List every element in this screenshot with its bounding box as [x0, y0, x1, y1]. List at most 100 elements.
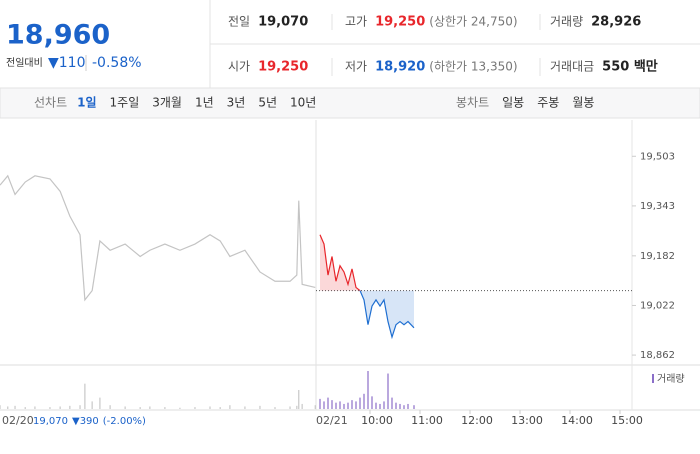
volume-bar	[14, 405, 16, 409]
range-tab[interactable]: 1일	[77, 96, 96, 110]
volume-bar	[383, 401, 385, 409]
stat-note: (상한가 24,750)	[429, 15, 517, 29]
x-tick-label: 15:00	[611, 414, 643, 427]
candle-tab[interactable]: 월봉	[572, 96, 594, 110]
volume-bar	[139, 407, 141, 409]
footer-change: ▼390	[72, 416, 99, 427]
volume-bar	[59, 406, 61, 409]
volume-bar	[109, 405, 111, 409]
volume-bar	[69, 405, 71, 409]
stat-label: 저가	[345, 60, 367, 74]
price-line-up	[319, 234, 361, 291]
volume-bar	[244, 406, 246, 409]
volume-bar	[0, 405, 1, 409]
stat-label: 전일	[228, 15, 250, 29]
stat-label: 거래량	[550, 15, 583, 29]
volume-bar	[274, 407, 276, 409]
volume-bar	[99, 397, 101, 409]
volume-bar	[79, 405, 81, 409]
volume-bar	[289, 406, 291, 409]
volume-bar	[335, 402, 337, 409]
volume-bar	[399, 403, 401, 409]
legend-swatch	[652, 374, 654, 383]
area-up	[320, 234, 360, 291]
x-tick-label: 10:00	[361, 414, 393, 427]
range-tab[interactable]: 10년	[290, 96, 316, 110]
y-tick-label: 19,503	[640, 151, 675, 162]
volume-bar	[371, 396, 373, 409]
volume-bar	[301, 403, 303, 409]
y-tick-label: 18,862	[640, 350, 675, 361]
volume-bar	[229, 405, 231, 409]
volume-bar	[24, 407, 26, 409]
stat-note: (하한가 13,350)	[429, 60, 517, 74]
candle-tab[interactable]: 주봉	[537, 96, 559, 110]
volume-bar	[413, 405, 415, 409]
stat-value: 28,926	[591, 15, 641, 30]
volume-bar	[407, 403, 409, 409]
stat-value: 19,070	[258, 15, 308, 30]
volume-bar	[164, 407, 166, 409]
volume-bar	[91, 401, 93, 409]
volume-bar	[84, 383, 86, 409]
volume-bar	[219, 407, 221, 409]
area-down	[320, 290, 414, 338]
volume-legend: 거래량	[657, 373, 685, 385]
stat-value: 550 백만	[602, 59, 658, 75]
volume-bar	[387, 373, 389, 409]
volume-bar	[34, 406, 36, 409]
volume-bar	[7, 406, 9, 409]
volume-bar	[149, 406, 151, 409]
y-tick-label: 19,343	[640, 201, 675, 212]
volume-bar	[359, 397, 361, 409]
y-tick-label: 19,182	[640, 251, 675, 262]
range-tab[interactable]: 3년	[227, 96, 246, 110]
volume-bar	[259, 405, 261, 409]
volume-bar	[49, 407, 51, 409]
volume-bar	[298, 390, 300, 409]
volume-bar	[375, 402, 377, 409]
volume-bar	[379, 403, 381, 409]
volume-bar	[367, 371, 369, 409]
x-tick-label: 11:00	[411, 414, 443, 427]
x-tick-label: 13:00	[511, 414, 543, 427]
x-tick-label: 14:00	[561, 414, 593, 427]
range-tab[interactable]: 3개월	[152, 96, 182, 110]
volume-bar	[319, 398, 321, 409]
range-tab[interactable]: 5년	[258, 96, 277, 110]
volume-bar	[355, 401, 357, 409]
volume-bar	[395, 402, 397, 409]
stat-value: 19,250	[375, 15, 425, 30]
volume-bar	[403, 405, 405, 409]
range-tab[interactable]: 1주일	[110, 96, 140, 110]
price: 18,960	[6, 20, 110, 51]
price-line-down	[359, 290, 415, 340]
stat-value: 18,920	[375, 60, 425, 75]
volume-bar	[327, 397, 329, 409]
volume-bar	[323, 401, 325, 409]
stat-label: 시가	[228, 60, 250, 74]
volume-bar	[209, 406, 211, 409]
volume-bar	[347, 402, 349, 409]
volume-bar	[194, 407, 196, 409]
x-tick-label: 12:00	[461, 414, 493, 427]
stat-label: 거래대금	[550, 60, 594, 74]
volume-bar	[314, 405, 316, 409]
volume-bar	[296, 405, 298, 409]
candle-tab[interactable]: 일봉	[502, 96, 524, 110]
change-label: 전일대비	[6, 57, 43, 69]
day-label: 02/20	[2, 414, 34, 427]
y-tick-label: 19,022	[640, 300, 675, 311]
tab-bar	[0, 87, 700, 119]
tab-group-label: 봉차트	[456, 96, 489, 110]
price-line-prev	[0, 174, 316, 302]
range-tab[interactable]: 1년	[195, 96, 214, 110]
change: ▼110	[48, 55, 86, 71]
volume-bar	[363, 393, 365, 409]
day-label: 02/21	[316, 414, 348, 427]
volume-bar	[339, 401, 341, 409]
tab-group-label: 선차트	[34, 96, 67, 110]
volume-bar	[351, 400, 353, 409]
footer-change-pct: (-2.00%)	[103, 416, 146, 427]
